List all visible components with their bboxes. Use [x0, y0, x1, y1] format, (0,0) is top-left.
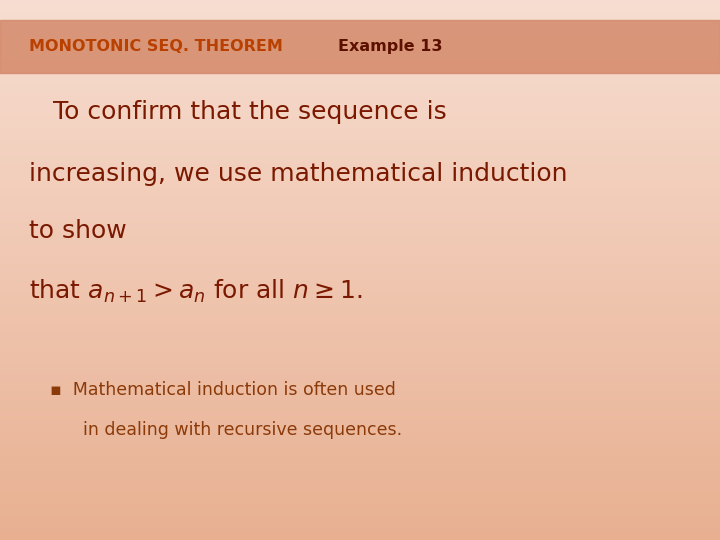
Text: ▪  Mathematical induction is often used: ▪ Mathematical induction is often used [50, 381, 396, 399]
Text: in dealing with recursive sequences.: in dealing with recursive sequences. [50, 421, 402, 439]
Text: to show: to show [29, 219, 127, 242]
Text: To confirm that the sequence is: To confirm that the sequence is [29, 100, 446, 124]
Text: increasing, we use mathematical induction: increasing, we use mathematical inductio… [29, 162, 567, 186]
Text: MONOTONIC SEQ. THEOREM: MONOTONIC SEQ. THEOREM [29, 39, 283, 54]
Text: Example 13: Example 13 [338, 39, 443, 54]
Bar [0, 20, 720, 73]
Text: that $a_{n+1} > a_n$ for all $n \geq 1$.: that $a_{n+1} > a_n$ for all $n \geq 1$. [29, 278, 362, 305]
